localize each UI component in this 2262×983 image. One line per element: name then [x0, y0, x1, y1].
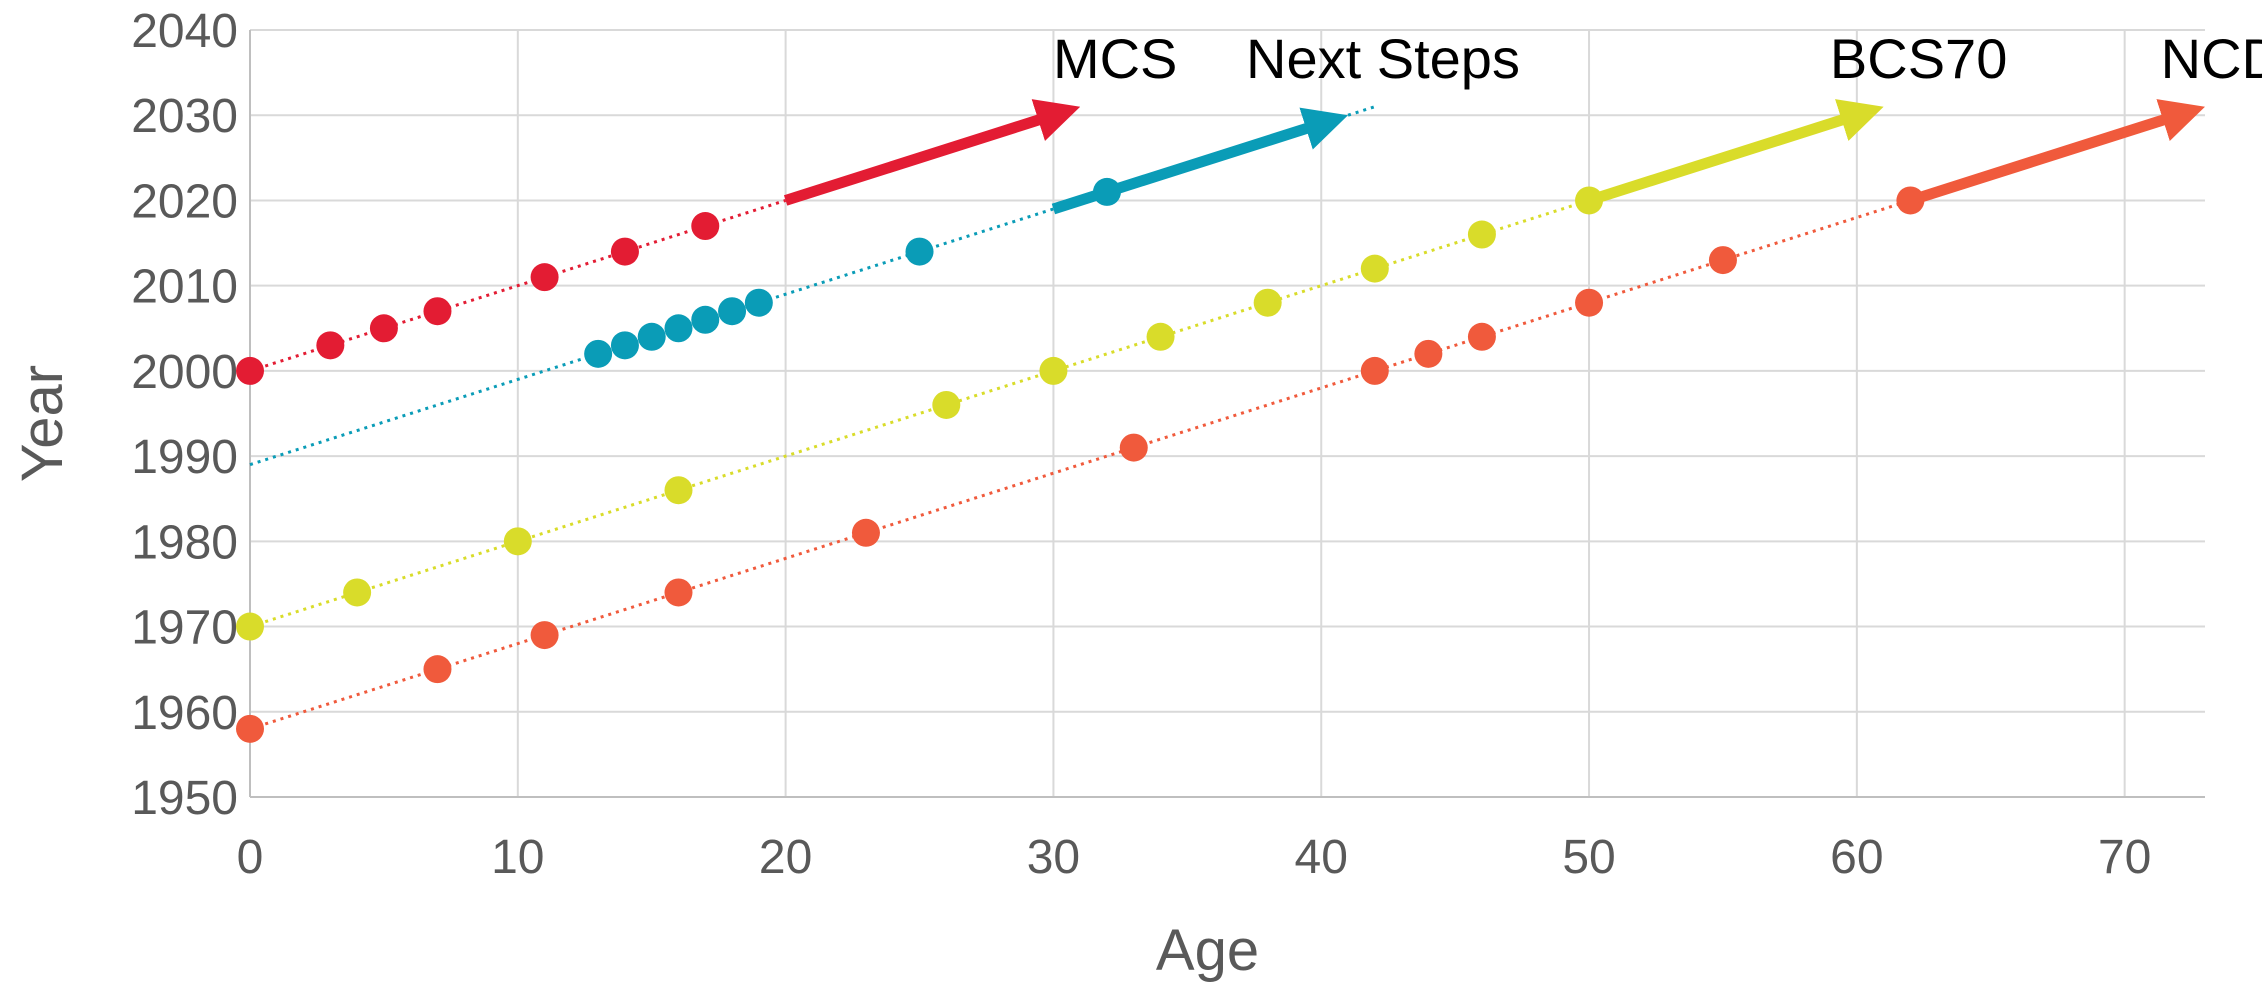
data-point [343, 578, 372, 607]
data-point [236, 714, 264, 743]
x-tick-label: 30 [1027, 831, 1080, 884]
y-axis-title: Year [10, 365, 75, 482]
data-point [316, 331, 345, 360]
y-tick-label: 2010 [131, 261, 238, 314]
x-tick-label: 20 [759, 831, 812, 884]
y-tick-label: 1950 [131, 772, 238, 825]
data-point [1467, 322, 1496, 351]
data-point [1146, 322, 1175, 351]
data-point [637, 322, 666, 351]
data-point [1253, 288, 1282, 317]
data-point [236, 612, 264, 641]
data-point [1575, 186, 1604, 215]
y-tick-label: 2040 [131, 5, 238, 58]
x-tick-label: 60 [1830, 831, 1883, 884]
data-point [1119, 433, 1148, 462]
data-point [932, 390, 961, 419]
data-point [369, 314, 398, 343]
data-point [236, 356, 264, 385]
series-label: MCS [1053, 27, 1177, 90]
data-point [691, 212, 720, 241]
y-tick-label: 2020 [131, 175, 238, 228]
trend-line-0 [249, 199, 787, 373]
x-tick-label: 50 [1562, 831, 1615, 884]
data-point [584, 339, 613, 368]
data-point [503, 527, 532, 556]
x-tick-label: 10 [491, 831, 544, 884]
projection-arrow-0 [783, 99, 1081, 206]
data-point [744, 288, 773, 317]
data-point [664, 314, 693, 343]
data-point [1896, 186, 1925, 215]
data-point [423, 655, 452, 684]
y-tick-label: 2030 [131, 90, 238, 143]
data-point [1360, 254, 1389, 283]
data-point [423, 297, 452, 326]
x-tick-label: 40 [1295, 831, 1348, 884]
data-point [691, 305, 720, 334]
trend-tail-1 [1347, 105, 1376, 117]
data-point [1575, 288, 1604, 317]
axes: 1950196019701980199020002010202020302040… [131, 5, 2205, 884]
data-point [530, 621, 559, 650]
y-tick-label: 1980 [131, 516, 238, 569]
y-tick-label: 1990 [131, 431, 238, 484]
data-point [1467, 220, 1496, 249]
data-points [236, 177, 1925, 743]
data-point [718, 297, 747, 326]
data-point [664, 476, 693, 505]
data-point [1708, 246, 1737, 275]
data-point [905, 237, 934, 266]
data-point [530, 263, 559, 292]
data-point [610, 331, 639, 360]
data-point [1039, 356, 1068, 385]
trend-line-3 [249, 199, 1911, 731]
x-tick-label: 70 [2098, 831, 2151, 884]
series-label: Next Steps [1246, 27, 1520, 90]
data-point [1360, 356, 1389, 385]
series-label: BCS70 [1830, 27, 2007, 90]
data-point [664, 578, 693, 607]
data-point [851, 518, 880, 547]
projection-arrow-3 [1908, 99, 2206, 206]
y-tick-label: 2000 [131, 346, 238, 399]
data-point [610, 237, 639, 266]
projection-arrow-2 [1587, 99, 1884, 206]
series-labels: MCS Next Steps BCS70 NCDS [1053, 27, 2262, 90]
y-tick-label: 1970 [131, 602, 238, 655]
series-label: NCDS [2161, 27, 2262, 90]
grid [250, 29, 2205, 797]
trend-line-2 [249, 199, 1590, 628]
x-axis-title: Age [1156, 918, 1259, 983]
trend-lines [249, 105, 1911, 731]
data-point [1414, 339, 1443, 368]
data-point [1092, 177, 1121, 206]
projection-arrows [783, 99, 2206, 215]
y-tick-label: 1960 [131, 687, 238, 740]
x-tick-label: 0 [237, 831, 264, 884]
